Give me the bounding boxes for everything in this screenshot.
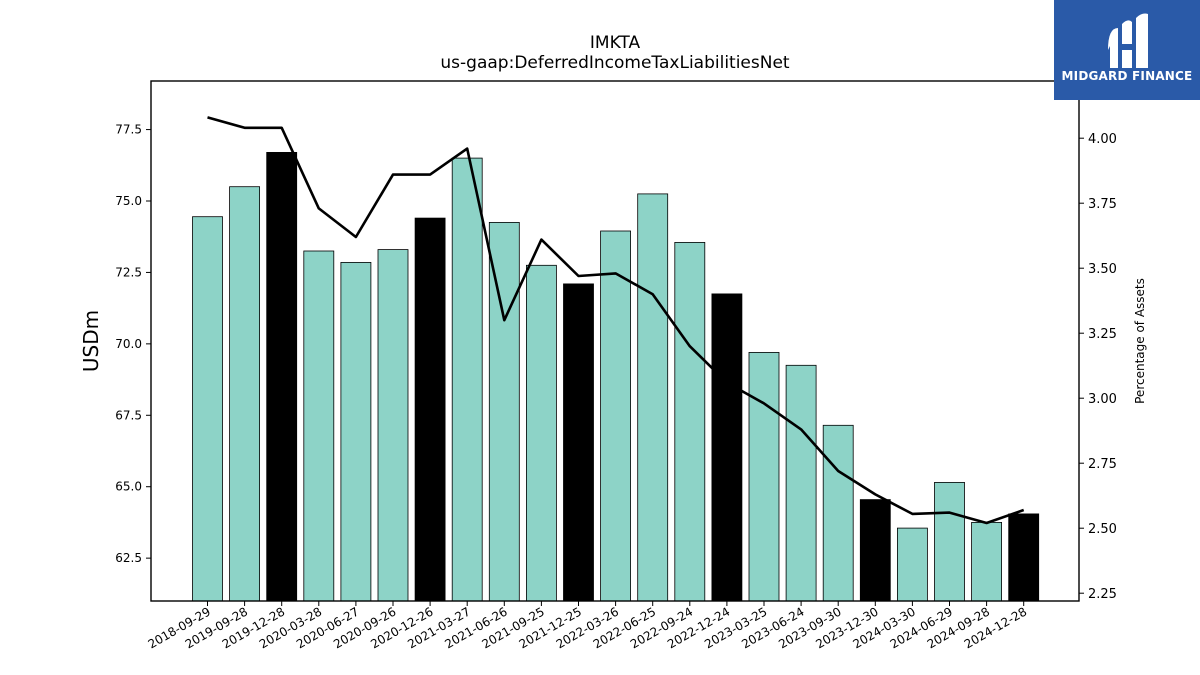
- plot-frame: [150, 80, 1080, 602]
- bar-2023-09-30: [822, 424, 854, 602]
- bar-2020-06-27: [340, 261, 372, 602]
- y-tick-label: 77.5: [115, 123, 142, 137]
- y2-tick-label: 2.25: [1088, 587, 1117, 602]
- y-tick-label: 65.0: [115, 480, 142, 494]
- bar-2020-12-26: [414, 217, 446, 602]
- bar-2024-09-28: [971, 522, 1002, 602]
- bar-2024-06-29: [934, 481, 965, 602]
- y2-tick-label: 3.25: [1088, 327, 1117, 342]
- y2-tick-label: 2.50: [1088, 522, 1117, 537]
- bar-2023-12-30: [859, 499, 891, 602]
- logo-text: MIDGARD FINANCE: [1061, 69, 1193, 83]
- y2-tick-label: 3.75: [1088, 197, 1117, 212]
- y-tick-label: 67.5: [115, 408, 142, 422]
- bar-2023-06-24: [785, 364, 817, 602]
- line-layer: [207, 116, 1025, 525]
- y2-tick-label: 2.75: [1088, 457, 1117, 472]
- company-logo: MIDGARD FINANCE: [1054, 0, 1200, 100]
- chart-subtitle: us-gaap:DeferredIncomeTaxLiabilitiesNet: [440, 53, 790, 73]
- y-tick-label: 62.5: [115, 551, 142, 565]
- logo-mark-icon: [1108, 13, 1148, 68]
- bar-2021-03-27: [451, 157, 483, 602]
- y2-tick-label: 4.00: [1088, 132, 1117, 147]
- bar-2019-09-28: [229, 186, 261, 602]
- bar-2022-09-24: [674, 241, 706, 602]
- bar-2021-06-26: [488, 221, 520, 602]
- y-tick-label: 75.0: [115, 194, 142, 208]
- bar-2020-03-28: [303, 250, 335, 602]
- bar-2019-12-28: [266, 151, 298, 602]
- y2-axis-label: Percentage of Assets: [1133, 278, 1147, 404]
- bar-2022-06-25: [637, 193, 669, 602]
- chart-title: IMKTA: [590, 33, 641, 53]
- y-axis-label: USDm: [79, 310, 103, 372]
- percentage-of-assets-line: [207, 116, 1025, 525]
- bar-2024-12-28: [1008, 513, 1040, 602]
- y2-tick-label: 3.50: [1088, 262, 1117, 277]
- bars-layer: [192, 151, 1040, 602]
- bar-2022-12-24: [711, 293, 743, 602]
- bar-2022-03-26: [600, 230, 631, 602]
- bar-2018-09-29: [192, 216, 223, 602]
- y-tick-label: 72.5: [115, 265, 142, 279]
- bar-2021-12-25: [563, 283, 594, 602]
- bar-2024-03-30: [897, 527, 928, 602]
- bar-2021-09-25: [526, 264, 557, 602]
- bar-2020-09-26: [377, 249, 409, 602]
- bar-2023-03-25: [748, 351, 780, 602]
- y-tick-label: 70.0: [115, 337, 142, 351]
- y2-tick-label: 3.00: [1088, 392, 1117, 407]
